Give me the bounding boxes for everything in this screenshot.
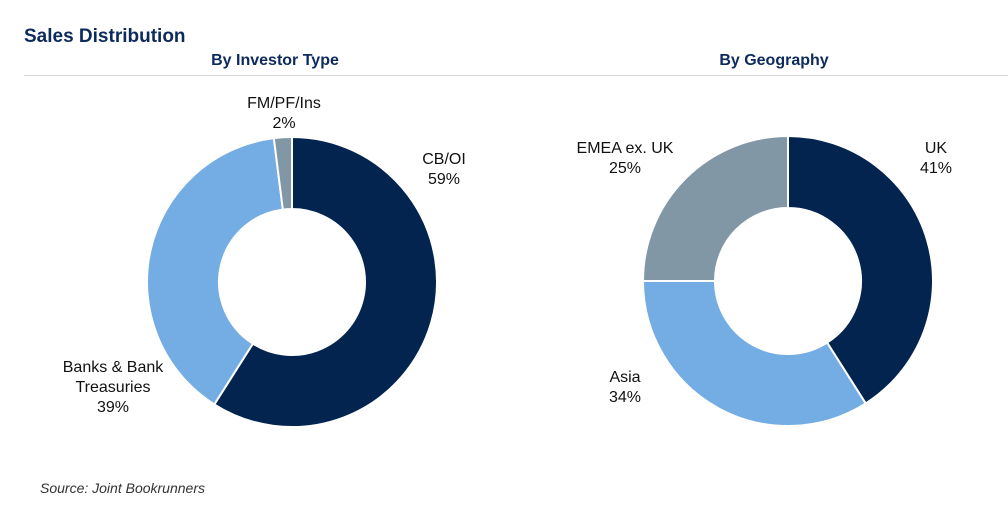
slice-cb-oi — [212, 135, 438, 428]
label-asia: Asia 34% — [609, 368, 641, 408]
label-banks-line2: Treasuries — [75, 379, 151, 396]
donut-investor-type — [146, 135, 438, 428]
label-uk-value: 41% — [919, 160, 953, 177]
slice-fm-pf-ins — [272, 135, 293, 211]
title-divider — [24, 75, 1008, 76]
label-asia-value: 34% — [608, 389, 642, 406]
label-uk: UK 41% — [920, 139, 952, 179]
label-emea: EMEA ex. UK 25% — [577, 139, 674, 179]
label-emea-name: EMEA ex. UK — [576, 140, 674, 157]
label-banks-value: 39% — [96, 399, 130, 416]
slice-asia — [641, 280, 868, 427]
page-title: Sales Distribution — [24, 26, 186, 47]
donut-geography — [641, 134, 934, 427]
slice-banks-bank-treasuries — [146, 137, 284, 406]
slice-uk — [787, 134, 934, 405]
label-banks-line1: Banks & Bank — [62, 359, 164, 376]
label-asia-name: Asia — [609, 369, 641, 386]
label-emea-value: 25% — [608, 160, 642, 177]
label-cb-oi-value: 59% — [427, 171, 461, 188]
source-note: Source: Joint Bookrunners — [40, 480, 205, 496]
chart-title-investor-type: By Investor Type — [211, 52, 339, 69]
label-cb-oi-name: CB/OI — [422, 151, 466, 168]
label-fm-pf-ins-value: 2% — [272, 115, 296, 132]
slice-emea-ex-uk — [641, 134, 789, 282]
label-fm-pf-ins: FM/PF/Ins 2% — [247, 94, 321, 134]
label-banks: Banks & Bank Treasuries 39% — [63, 358, 164, 418]
chart-title-geography: By Geography — [719, 52, 829, 69]
label-fm-pf-ins-name: FM/PF/Ins — [247, 95, 321, 112]
label-cb-oi: CB/OI 59% — [422, 150, 466, 190]
label-uk-name: UK — [924, 140, 948, 157]
